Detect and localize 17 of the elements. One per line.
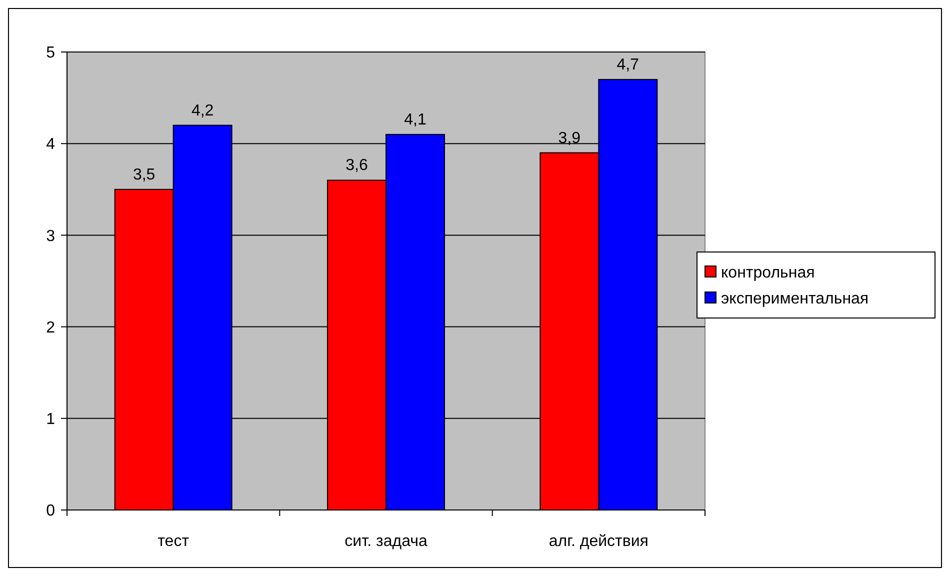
x-tick-label: алг. действия xyxy=(548,533,648,550)
legend-label: экспериментальная xyxy=(721,290,869,308)
x-tick-label: тест xyxy=(158,533,190,550)
y-tick-label: 1 xyxy=(46,411,56,428)
x-tick-label: сит. задача xyxy=(344,533,428,550)
y-tick-label: 3 xyxy=(46,228,56,245)
y-tick-label: 0 xyxy=(46,502,56,520)
data-label: 3,9 xyxy=(558,130,581,147)
data-label: 3,6 xyxy=(346,157,368,174)
data-label: 4,1 xyxy=(404,111,426,128)
y-tick-label: 2 xyxy=(46,319,56,336)
data-label: 4,7 xyxy=(616,56,640,74)
data-label: 3,5 xyxy=(132,166,156,184)
legend-label: контрольная xyxy=(721,264,815,282)
y-tick-label: 4 xyxy=(46,136,56,154)
data-label: 4,2 xyxy=(191,102,214,120)
y-tick-label: 5 xyxy=(46,44,56,62)
